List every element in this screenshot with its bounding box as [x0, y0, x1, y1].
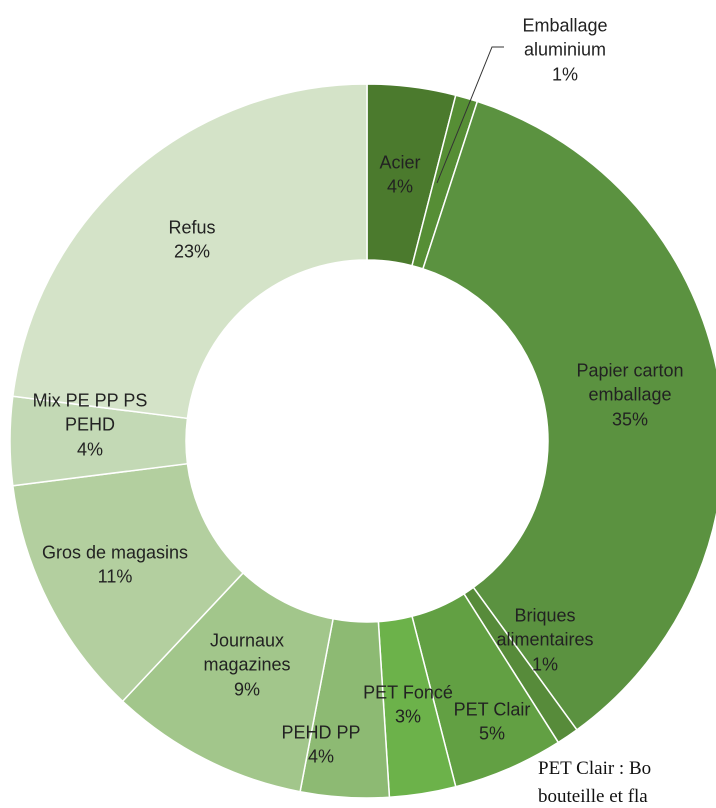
note-line: PET Clair : Bo: [538, 758, 652, 780]
category-name: Papier carton emballage: [576, 360, 684, 405]
slice-label: Emballage aluminium 1%: [510, 14, 620, 87]
value-label: 4%: [307, 747, 334, 767]
category-name: PEHD PP: [281, 722, 361, 743]
value-label: 35%: [611, 409, 649, 430]
donut-slice: [421, 100, 716, 731]
category-name: Journaux magazines: [203, 630, 291, 675]
value-label: 3%: [394, 707, 421, 727]
category-name: PET Clair: [453, 699, 531, 720]
value-label: 1%: [551, 64, 578, 85]
slice-label: Mix PE PP PS PEHD 4%: [30, 389, 150, 462]
category-name: Mix PE PP PS PEHD: [32, 390, 148, 435]
category-name: Emballage aluminium: [522, 15, 608, 60]
donut-slice: [11, 83, 368, 420]
slice-label: Papier carton emballage 35%: [555, 359, 705, 432]
category-name: PET Foncé: [363, 682, 453, 703]
value-label: 4%: [386, 177, 413, 197]
value-label: 9%: [233, 679, 260, 700]
note-line: bouteille et fla: [538, 786, 648, 808]
slice-label: Acier 4%: [360, 151, 440, 200]
slice-label: Briques alimentaires 1%: [490, 604, 600, 677]
category-name: Refus: [168, 217, 216, 238]
slice-label: Journaux magazines 9%: [192, 629, 302, 702]
value-label: 11%: [97, 567, 133, 587]
leader-line: [436, 46, 504, 184]
slice-label: PEHD PP 4%: [266, 721, 376, 770]
slice-label: PET Clair 5%: [442, 698, 542, 747]
value-label: 4%: [76, 439, 103, 460]
value-label: 23%: [173, 242, 211, 262]
category-name: Acier: [379, 152, 421, 173]
category-name: Briques alimentaires: [496, 605, 594, 650]
value-label: 5%: [478, 724, 505, 744]
slice-label: Gros de magasins 11%: [15, 541, 215, 590]
slice-label: PET Foncé 3%: [353, 681, 463, 730]
slice-label: Refus 23%: [142, 216, 242, 265]
category-name: Gros de magasins: [41, 542, 189, 563]
value-label: 1%: [531, 654, 558, 675]
